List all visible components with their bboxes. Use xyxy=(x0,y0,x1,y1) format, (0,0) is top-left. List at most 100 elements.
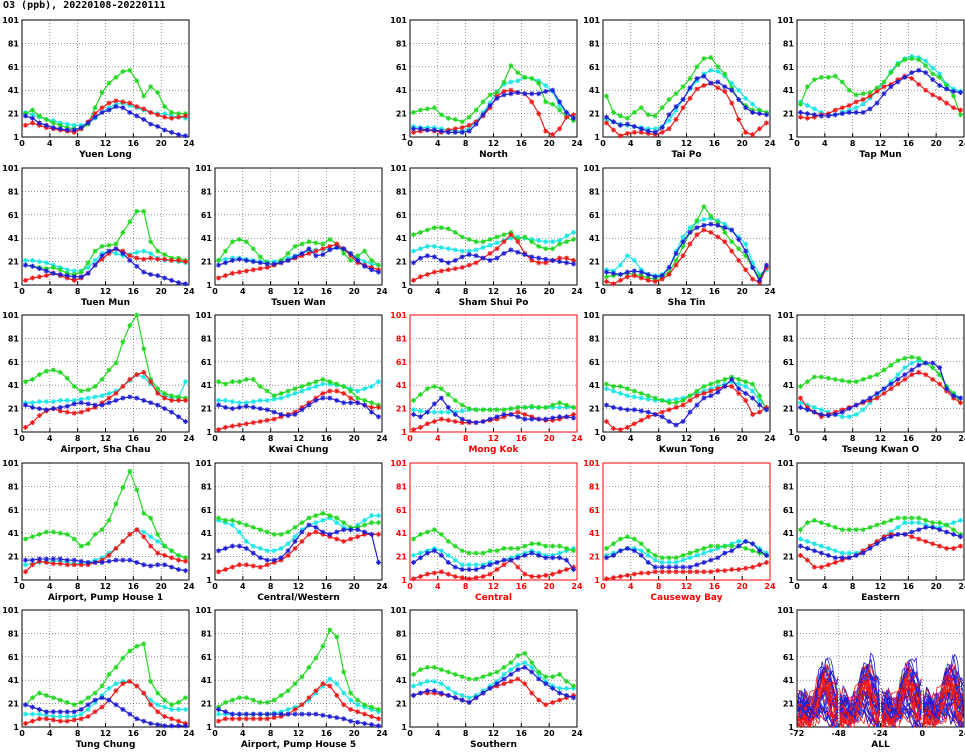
data-point xyxy=(362,720,368,726)
data-point xyxy=(71,536,77,542)
data-point xyxy=(243,257,249,263)
x-tick-label: 16 xyxy=(321,434,333,443)
y-tick-label: 1 xyxy=(401,133,407,142)
data-point xyxy=(355,257,361,263)
data-point xyxy=(757,409,763,415)
y-tick-label: 41 xyxy=(589,529,601,538)
data-point xyxy=(410,427,416,433)
data-point xyxy=(536,255,542,261)
x-tick-label: 8 xyxy=(656,287,662,296)
data-point xyxy=(617,277,623,283)
data-point xyxy=(334,520,340,526)
data-point xyxy=(487,236,493,242)
data-point xyxy=(431,269,437,275)
data-point xyxy=(750,109,756,115)
data-point xyxy=(930,77,936,83)
data-point xyxy=(797,114,803,120)
data-point xyxy=(722,568,728,574)
x-tick-label: 4 xyxy=(47,287,53,296)
x-tick-label: 4 xyxy=(240,287,246,296)
y-tick-label: 41 xyxy=(201,529,213,538)
data-point xyxy=(522,416,528,422)
y-tick-label: 1 xyxy=(401,281,407,290)
data-point xyxy=(473,253,479,259)
data-point xyxy=(550,101,556,107)
data-point xyxy=(369,531,375,537)
data-point xyxy=(320,712,326,718)
data-point xyxy=(92,709,98,715)
series-green xyxy=(410,383,577,413)
data-point xyxy=(811,409,817,415)
data-point xyxy=(243,239,249,245)
series-cyan xyxy=(410,229,577,254)
data-point xyxy=(264,548,270,554)
data-point xyxy=(743,267,749,273)
data-point xyxy=(250,399,256,405)
data-point xyxy=(480,407,486,413)
x-tick-label: 0 xyxy=(600,434,606,443)
data-point xyxy=(50,713,56,719)
series-green xyxy=(797,56,964,118)
data-point xyxy=(362,402,368,408)
x-tick-label: 12 xyxy=(100,434,111,443)
data-point xyxy=(431,401,437,407)
data-point xyxy=(902,372,908,378)
data-point xyxy=(916,355,922,361)
data-point xyxy=(169,548,175,554)
data-point xyxy=(43,273,49,279)
x-tick-label: 0 xyxy=(407,729,413,738)
all-series-blue xyxy=(922,686,964,720)
data-point xyxy=(43,692,49,698)
panel-label: Kwai Chung xyxy=(269,445,329,455)
data-point xyxy=(757,277,763,283)
data-point xyxy=(250,543,256,549)
data-point xyxy=(106,400,112,406)
data-point xyxy=(680,239,686,245)
y-tick-label: 41 xyxy=(783,86,795,95)
data-point xyxy=(937,520,943,526)
data-point xyxy=(120,105,126,111)
data-point xyxy=(701,83,707,89)
all-series-blue xyxy=(839,699,880,728)
data-point xyxy=(550,699,556,705)
panel-label: North xyxy=(479,150,508,160)
data-point xyxy=(536,676,542,682)
data-point xyxy=(369,713,375,719)
data-point xyxy=(617,122,623,128)
data-point xyxy=(722,221,728,227)
data-point xyxy=(29,275,35,281)
data-point xyxy=(222,517,228,523)
data-point xyxy=(320,246,326,252)
data-point xyxy=(452,116,458,122)
data-point xyxy=(536,260,542,266)
data-point xyxy=(543,99,549,105)
data-point xyxy=(327,627,333,633)
y-tick-label: 81 xyxy=(201,629,213,638)
data-point xyxy=(155,256,161,262)
data-point xyxy=(624,269,630,275)
data-point xyxy=(148,271,154,277)
data-point xyxy=(445,226,451,232)
data-point xyxy=(832,112,838,118)
data-point xyxy=(624,572,630,578)
series-blue xyxy=(410,664,577,705)
data-point xyxy=(811,404,817,410)
data-point xyxy=(659,397,665,403)
all-series-blue xyxy=(880,656,922,713)
plot-frame xyxy=(409,609,578,728)
data-point xyxy=(818,520,824,526)
data-point xyxy=(369,400,375,406)
series-blue xyxy=(410,247,577,267)
y-tick-label: 101 xyxy=(390,164,407,173)
data-point xyxy=(536,552,542,558)
y-tick-label: 41 xyxy=(396,529,408,538)
data-point xyxy=(431,254,437,260)
data-point xyxy=(155,90,161,96)
data-point xyxy=(355,253,361,259)
data-point xyxy=(183,379,189,385)
data-point xyxy=(825,113,831,119)
y-tick-label: 81 xyxy=(201,334,213,343)
data-point xyxy=(162,111,168,117)
data-point xyxy=(417,690,423,696)
